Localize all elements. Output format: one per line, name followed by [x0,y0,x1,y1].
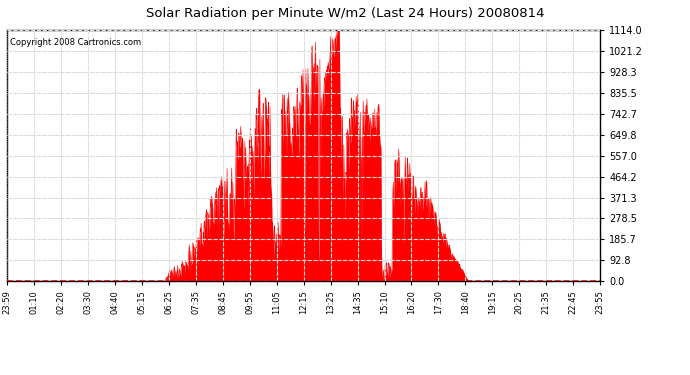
Text: Copyright 2008 Cartronics.com: Copyright 2008 Cartronics.com [10,38,141,46]
Text: Solar Radiation per Minute W/m2 (Last 24 Hours) 20080814: Solar Radiation per Minute W/m2 (Last 24… [146,8,544,21]
